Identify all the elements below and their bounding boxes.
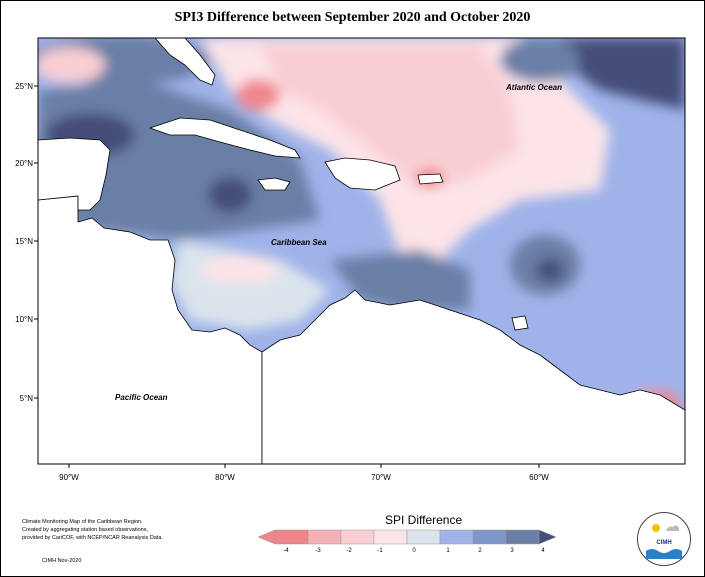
colorbar-tick: 2 xyxy=(478,548,482,554)
colorbar-tick: 0 xyxy=(412,548,416,554)
land-jamaica xyxy=(257,177,291,191)
lat-label: 25°N xyxy=(15,82,33,91)
colorbar-swatch xyxy=(439,529,474,545)
caribbean-label: Caribbean Sea xyxy=(271,238,327,247)
logo-icon xyxy=(646,524,682,559)
field-deep-cayman xyxy=(208,177,252,213)
colorbar-title: SPI Difference xyxy=(385,513,463,527)
colorbar-swatch xyxy=(406,529,441,545)
colorbar-swatch xyxy=(340,529,375,545)
colorbar-swatch xyxy=(274,529,309,545)
lat-label: 20°N xyxy=(15,159,33,168)
field-deep-antilles xyxy=(536,258,564,282)
sun-icon xyxy=(652,524,660,532)
credit-line: Created by aggregating station based obs… xyxy=(22,527,148,533)
land-central-america xyxy=(38,195,263,464)
credit-line: Climate Monitoring Map of the Caribbean … xyxy=(22,519,143,525)
lat-label: 15°N xyxy=(15,237,33,246)
field-deep-ne xyxy=(560,38,685,110)
colorbar-swatch xyxy=(472,529,507,545)
field-blue-guiana xyxy=(575,365,665,395)
colorbar-swatch xyxy=(373,529,408,545)
credit-line: provided by CariCOF, with NCEP/NCAR Rean… xyxy=(22,535,163,541)
field-salmon-bahamas xyxy=(236,79,280,111)
colorbar-arrow-low xyxy=(257,529,276,545)
date-label: CIMH Nov-2020 xyxy=(42,558,82,564)
colorbar: -4 -3 -2 -1 0 1 2 3 4 xyxy=(257,529,557,554)
field-slate-ne xyxy=(500,38,580,82)
logo-text: CIMH xyxy=(656,540,672,546)
colorbar-tick: 3 xyxy=(510,548,514,554)
map-title: SPI3 Difference between September 2020 a… xyxy=(174,10,531,25)
land xyxy=(38,38,685,464)
lon-label: 90°W xyxy=(59,473,79,482)
pacific-label: Pacific Ocean xyxy=(115,393,168,402)
lon-axis: 90°W 80°W 70°W 60°W xyxy=(59,464,549,482)
land-hispaniola xyxy=(324,157,401,191)
land-puerto-rico xyxy=(417,173,444,185)
land-trinidad xyxy=(511,315,529,331)
colorbar-tick: -3 xyxy=(315,548,321,554)
colorbar-tick: -1 xyxy=(377,548,383,554)
land-cuba xyxy=(148,117,301,159)
field-pink-gulf xyxy=(38,47,105,83)
lat-axis: 25°N 20°N 15°N 10°N 5°N xyxy=(15,82,38,403)
cimh-logo: CIMH xyxy=(637,512,691,566)
colorbar-swatch xyxy=(505,529,540,545)
lat-label: 10°N xyxy=(15,315,33,324)
colorbar-arrow-high xyxy=(538,529,557,545)
lon-label: 70°W xyxy=(371,473,391,482)
land-south-america xyxy=(261,289,685,464)
atlantic-label: Atlantic Ocean xyxy=(505,83,562,92)
colorbar-tick: -2 xyxy=(346,548,352,554)
colorbar-tick: -4 xyxy=(283,548,289,554)
wave-icon xyxy=(646,549,682,559)
lon-label: 80°W xyxy=(215,473,235,482)
land-yucatan xyxy=(38,137,111,211)
cloud-icon xyxy=(666,525,679,531)
spi-field: Atlantic Ocean Caribbean Sea Pacific Oce… xyxy=(38,38,685,464)
map-border xyxy=(37,37,686,465)
colorbar-swatch xyxy=(307,529,342,545)
credit-block: Climate Monitoring Map of the Caribbean … xyxy=(22,518,163,542)
field-pink-south xyxy=(200,256,280,284)
lon-label: 60°W xyxy=(529,473,549,482)
colorbar-tick: 1 xyxy=(446,548,450,554)
colorbar-tick: 4 xyxy=(541,548,545,554)
field-pink-core xyxy=(260,45,520,190)
field-slate-venezuela xyxy=(330,250,470,310)
land-florida xyxy=(154,38,216,86)
lat-label: 5°N xyxy=(20,394,34,403)
